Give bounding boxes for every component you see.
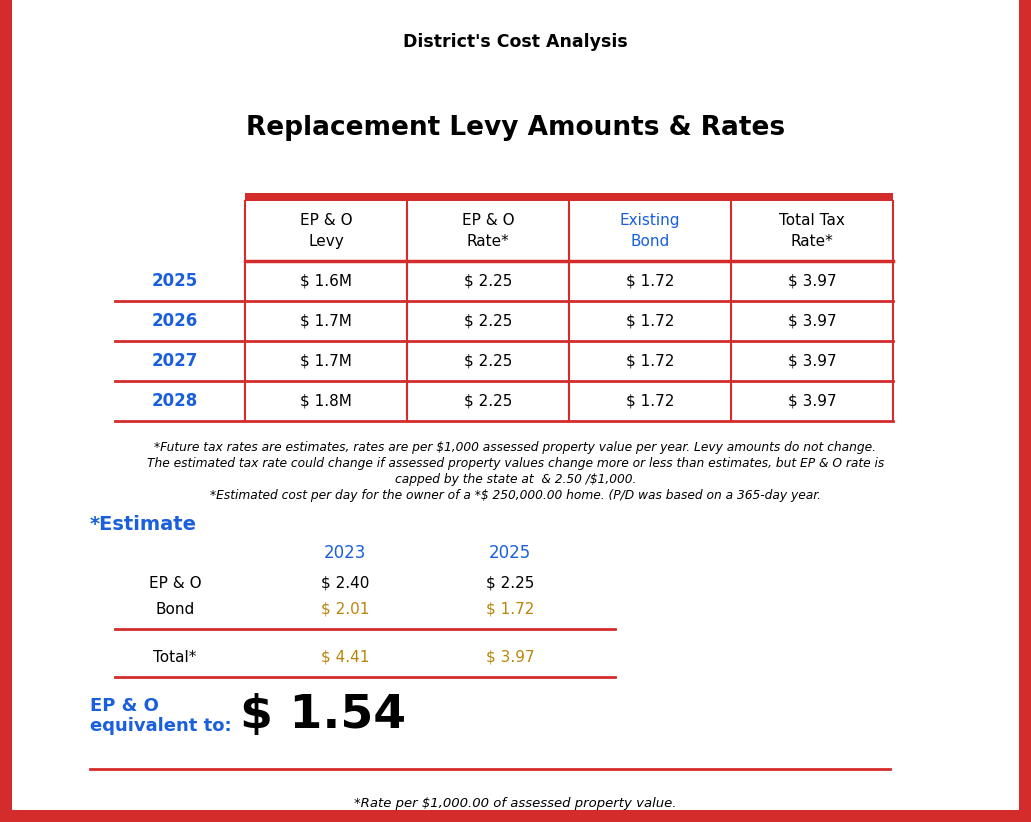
Bar — [12, 12, 1019, 72]
Text: *Rate per $1,000.00 of assessed property value.: *Rate per $1,000.00 of assessed property… — [355, 797, 676, 810]
Text: $ 2.25: $ 2.25 — [464, 394, 512, 409]
Text: $ 3.97: $ 3.97 — [486, 649, 534, 664]
Text: $ 4.41: $ 4.41 — [321, 649, 369, 664]
Text: EP & O
Levy: EP & O Levy — [300, 213, 353, 249]
Text: *Future tax rates are estimates, rates are per $1,000 assessed property value pe: *Future tax rates are estimates, rates a… — [155, 441, 876, 454]
Text: *Estimate: *Estimate — [90, 515, 197, 534]
Text: $ 3.97: $ 3.97 — [788, 274, 836, 289]
Text: 2025: 2025 — [152, 272, 198, 290]
Text: $ 1.6M: $ 1.6M — [300, 274, 352, 289]
Text: $ 1.8M: $ 1.8M — [300, 394, 352, 409]
Text: Bond: Bond — [156, 602, 195, 616]
Text: $ 1.72: $ 1.72 — [486, 602, 534, 616]
Bar — [12, 86, 1019, 810]
Text: $ 2.25: $ 2.25 — [464, 274, 512, 289]
Text: $ 1.72: $ 1.72 — [626, 353, 674, 368]
Text: $ 1.7M: $ 1.7M — [300, 353, 352, 368]
Text: Total Tax
Rate*: Total Tax Rate* — [779, 213, 845, 249]
Text: $ 1.54: $ 1.54 — [240, 692, 406, 737]
Text: $ 3.97: $ 3.97 — [788, 394, 836, 409]
Text: $ 2.01: $ 2.01 — [321, 602, 369, 616]
Text: *Estimated cost per day for the owner of a *$ 250,000.00 home. (P/D was based on: *Estimated cost per day for the owner of… — [210, 489, 821, 502]
Text: 2023: 2023 — [324, 544, 366, 562]
Text: equivalent to:: equivalent to: — [90, 717, 232, 735]
Text: $ 2.25: $ 2.25 — [486, 575, 534, 590]
Text: Replacement Levy Amounts & Rates: Replacement Levy Amounts & Rates — [246, 115, 785, 141]
Text: $ 2.25: $ 2.25 — [464, 353, 512, 368]
Text: $ 3.97: $ 3.97 — [788, 353, 836, 368]
Text: District's Cost Analysis: District's Cost Analysis — [403, 33, 628, 51]
Text: EP & O: EP & O — [148, 575, 201, 590]
Text: $ 1.72: $ 1.72 — [626, 313, 674, 329]
Text: $ 1.72: $ 1.72 — [626, 274, 674, 289]
Text: 2027: 2027 — [152, 352, 198, 370]
Text: The estimated tax rate could change if assessed property values change more or l: The estimated tax rate could change if a… — [146, 457, 885, 470]
Text: EP & O: EP & O — [90, 697, 159, 715]
Text: Total*: Total* — [154, 649, 197, 664]
Text: Existing
Bond: Existing Bond — [620, 213, 680, 249]
Text: $ 1.7M: $ 1.7M — [300, 313, 352, 329]
Text: 2028: 2028 — [152, 392, 198, 410]
Text: 2026: 2026 — [152, 312, 198, 330]
Text: capped by the state at  & 2.50 /$1,000.: capped by the state at & 2.50 /$1,000. — [395, 473, 636, 486]
Text: $ 2.25: $ 2.25 — [464, 313, 512, 329]
Bar — [245, 193, 893, 201]
Text: $ 3.97: $ 3.97 — [788, 313, 836, 329]
Text: $ 2.40: $ 2.40 — [321, 575, 369, 590]
Text: $ 1.72: $ 1.72 — [626, 394, 674, 409]
Bar — [12, 72, 1019, 86]
Text: 2025: 2025 — [489, 544, 531, 562]
Text: EP & O
Rate*: EP & O Rate* — [462, 213, 514, 249]
